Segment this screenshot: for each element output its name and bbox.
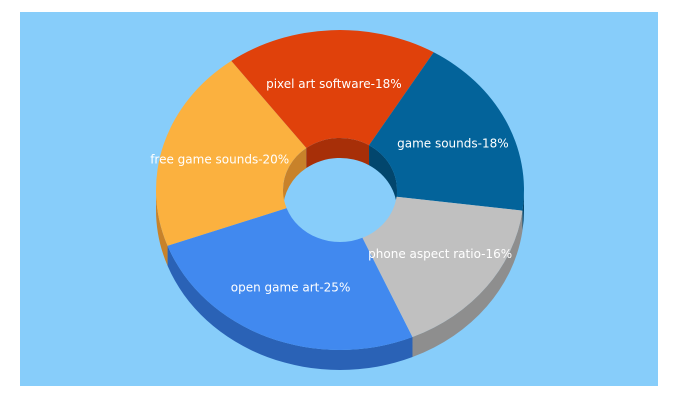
chart-panel: open game art-25% free game sounds-20% pix… xyxy=(20,12,658,386)
slice-inner-wall-pixel-art-software-18 xyxy=(306,137,370,169)
slice-label-free-game-sounds-20: free game sounds-20% xyxy=(150,153,289,167)
slice-label-phone-aspect-ratio-16: phone aspect ratio-16% xyxy=(368,247,512,261)
slice-label-open-game-art-25: open game art-25% xyxy=(231,280,351,294)
donut-chart: open game art-25% free game sounds-20% pix… xyxy=(150,30,525,370)
slice-label-game-sounds-18: game sounds-18% xyxy=(397,137,509,151)
slice-phone-aspect-ratio-16 xyxy=(362,196,523,338)
slice-open-game-art-25 xyxy=(167,208,413,350)
slice-side-phone-aspect-ratio-16 xyxy=(412,210,523,358)
slice-label-pixel-art-software-18: pixel art software-18% xyxy=(266,77,402,91)
slice-inner-wall-game-sounds-18 xyxy=(369,145,397,210)
slice-free-game-sounds-20 xyxy=(156,60,307,246)
slice-pixel-art-software-18 xyxy=(231,30,434,149)
slice-side-open-game-art-25 xyxy=(167,245,413,370)
slice-side-free-game-sounds-20 xyxy=(156,190,168,266)
slice-inner-wall-free-game-sounds-20 xyxy=(283,148,307,210)
slice-side-game-sounds-18 xyxy=(522,190,524,231)
slice-game-sounds-18 xyxy=(369,52,525,211)
